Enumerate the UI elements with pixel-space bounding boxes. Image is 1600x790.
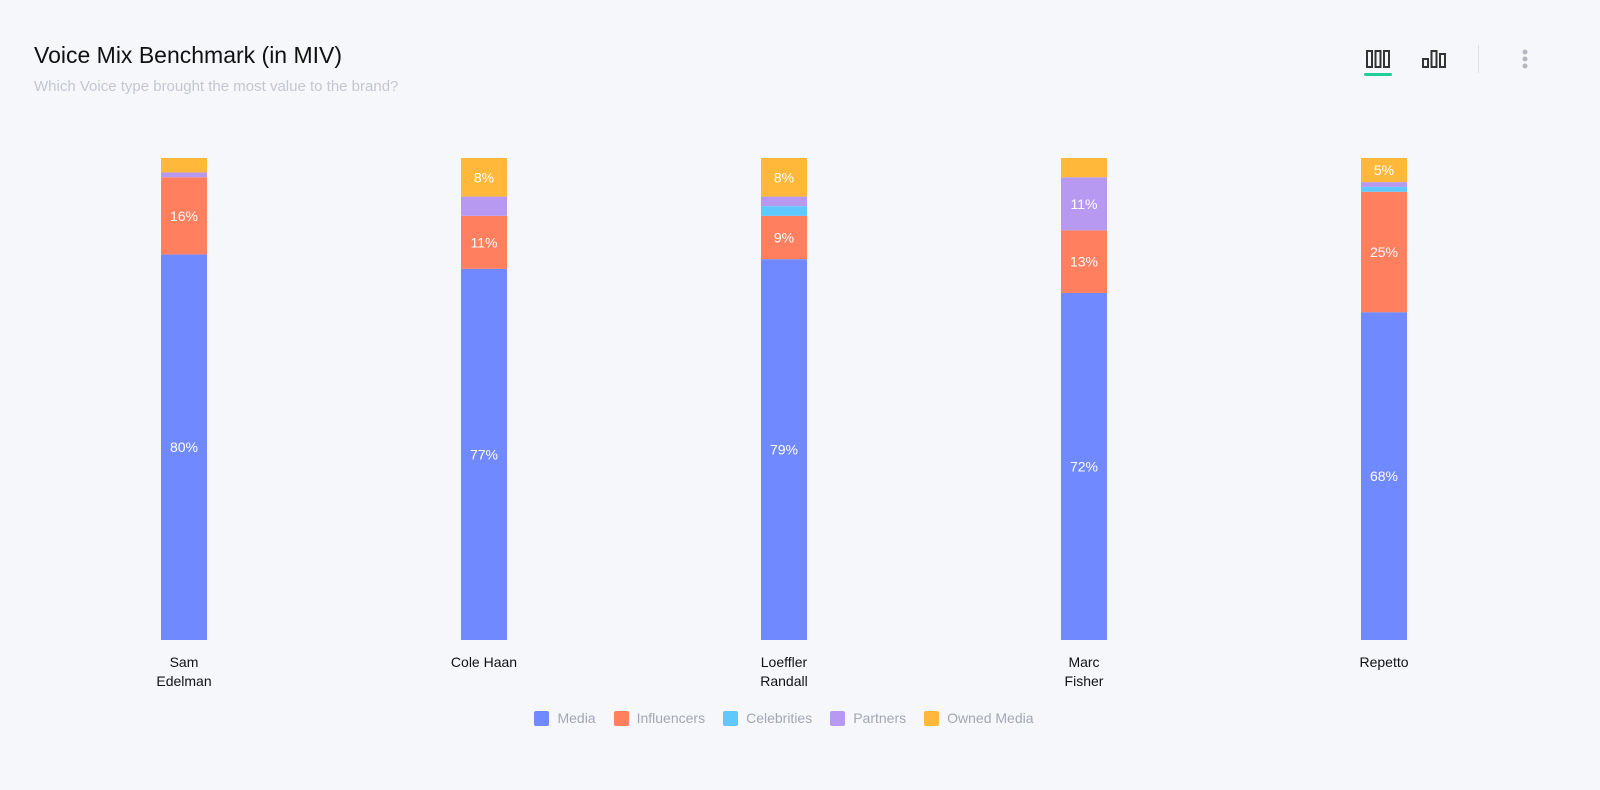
bar-segment-celebrities[interactable]: [761, 206, 807, 216]
legend-item[interactable]: Celebrities: [723, 710, 812, 726]
bar-segment-owned-media[interactable]: [461, 158, 507, 197]
data-label: 68%: [1370, 468, 1398, 484]
legend-item[interactable]: Media: [534, 710, 596, 726]
bar-segment-media[interactable]: [761, 259, 807, 640]
legend-label: Owned Media: [947, 710, 1034, 726]
data-label: 72%: [1070, 458, 1098, 474]
more-vertical-icon: [1522, 49, 1528, 69]
bar-segment-partners[interactable]: [761, 196, 807, 207]
legend-label: Media: [557, 710, 596, 726]
legend-label: Partners: [853, 710, 907, 726]
legend-label: Influencers: [636, 710, 706, 726]
grouped-bar-icon: [1422, 50, 1446, 68]
data-label: 80%: [170, 439, 198, 455]
legend-swatch: [830, 710, 846, 726]
bar-segment-influencers[interactable]: [461, 215, 507, 269]
chart-title: Voice Mix Benchmark (in MIV): [34, 42, 343, 68]
bar-segment-partners[interactable]: [1361, 182, 1407, 187]
data-label: 11%: [471, 234, 498, 250]
data-label: 77%: [470, 446, 498, 462]
legend-item[interactable]: Owned Media: [924, 710, 1034, 726]
x-tick-label: Repetto: [1359, 654, 1408, 670]
legend-item[interactable]: Partners: [830, 710, 906, 726]
x-tick-label: Cole Haan: [451, 654, 517, 670]
bar-segment-owned-media[interactable]: [1361, 158, 1407, 183]
x-tick-label: Edelman: [156, 673, 211, 689]
x-tick-label: Fisher: [1065, 673, 1104, 689]
data-label: 79%: [770, 442, 798, 458]
bar-segment-partners[interactable]: [161, 172, 207, 178]
x-tick-label: Sam: [170, 654, 199, 670]
legend-swatch: [723, 710, 739, 726]
legend-label: Celebrities: [746, 710, 813, 726]
bar-segment-influencers[interactable]: [761, 215, 807, 260]
bar-segment-influencers[interactable]: [1361, 191, 1407, 313]
bar-segment-media[interactable]: [1361, 312, 1407, 640]
x-tick-label: Loeffler: [761, 654, 808, 670]
bar-segment-influencers[interactable]: [161, 177, 207, 255]
chart-subtitle: Which Voice type brought the most value …: [34, 78, 399, 95]
bar-segment-partners[interactable]: [1061, 177, 1107, 231]
more-options-button[interactable]: [1509, 44, 1541, 74]
stacked-bar-icon: [1366, 50, 1390, 68]
data-label: 16%: [170, 208, 198, 224]
data-label: 5%: [1374, 162, 1394, 178]
data-label: 8%: [474, 169, 494, 185]
bar-segment-media[interactable]: [1061, 292, 1107, 640]
data-label: 11%: [1071, 196, 1098, 212]
grouped-bar-button[interactable]: [1418, 44, 1450, 74]
x-tick-label: Randall: [760, 673, 807, 689]
legend-swatch: [924, 710, 940, 726]
chart-toolbar: [1362, 44, 1541, 76]
legend-swatch: [613, 710, 629, 726]
stacked-bar-button[interactable]: [1362, 44, 1394, 76]
toolbar-divider: [1478, 45, 1479, 73]
bar-segment-owned-media[interactable]: [1061, 158, 1107, 178]
legend-swatch: [534, 710, 550, 726]
stacked-bar-chart: 80% 16% Sam Edelman 77% 11% 8% Cole Haan 79% 9% 8%…: [156, 158, 1409, 689]
bar-segment-media[interactable]: [161, 254, 207, 640]
bar-segment-media[interactable]: [461, 268, 507, 640]
bar-segment-influencers[interactable]: [1061, 230, 1107, 293]
data-label: 13%: [1070, 254, 1098, 270]
bar-segment-celebrities[interactable]: [1361, 186, 1407, 192]
data-label: 9%: [774, 230, 794, 246]
x-tick-label: Marc: [1068, 654, 1099, 670]
data-label: 25%: [1370, 244, 1398, 260]
bar-segment-owned-media[interactable]: [761, 158, 807, 197]
legend-item[interactable]: Influencers: [613, 710, 706, 726]
data-label: 8%: [774, 169, 794, 185]
bar-segment-partners[interactable]: [461, 196, 507, 216]
chart-legend: Media Influencers Celebrities Partners Owned…: [0, 710, 1568, 726]
bar-segment-owned-media[interactable]: [161, 158, 207, 173]
